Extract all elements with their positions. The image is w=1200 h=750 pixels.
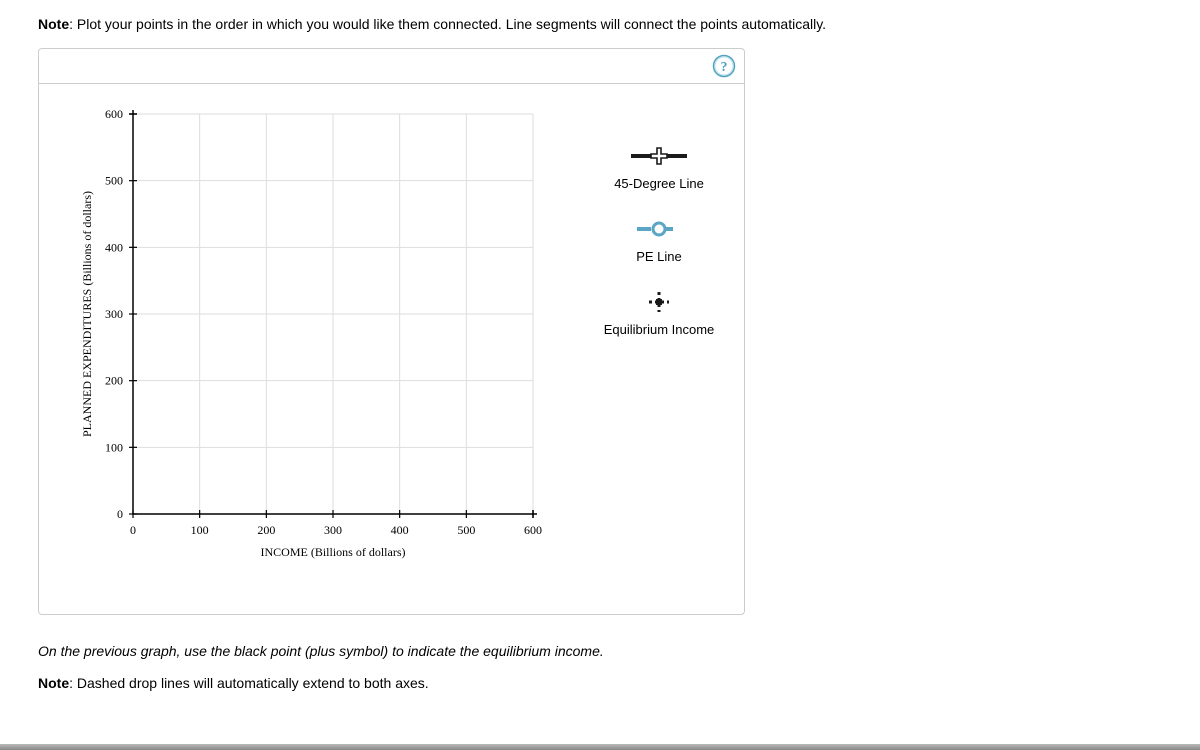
legend: 45-Degree Line PE Line Equilibrium Income — [579, 144, 739, 363]
instruction-text: On the previous graph, use the black poi… — [38, 643, 1162, 659]
chart-svg[interactable]: 0 100 200 300 400 500 600 0 100 200 300 400 500 600 IN… — [77, 104, 543, 570]
svg-text:600: 600 — [105, 107, 123, 121]
eq-icon — [627, 290, 691, 314]
panel-body: 0 100 200 300 400 500 600 0 100 200 300 400 500 600 IN… — [39, 84, 744, 614]
chart-area[interactable]: 0 100 200 300 400 500 600 0 100 200 300 400 500 600 IN… — [77, 104, 543, 573]
help-icon[interactable]: ? — [712, 54, 736, 78]
legend-item-45deg[interactable]: 45-Degree Line — [579, 144, 739, 191]
note-top-label: Note — [38, 16, 69, 32]
legend-label-pe: PE Line — [579, 249, 739, 264]
pe-icon — [627, 217, 691, 241]
svg-text:100: 100 — [191, 523, 209, 537]
note-bottom-text: : Dashed drop lines will automatically e… — [69, 675, 429, 691]
svg-text:300: 300 — [105, 307, 123, 321]
svg-text:0: 0 — [117, 507, 123, 521]
note-top-text: : Plot your points in the order in which… — [69, 16, 826, 32]
svg-text:400: 400 — [105, 240, 123, 254]
graph-panel: ? 0 100 200 300 400 500 600 0 100 200 300 400 500 600… — [38, 48, 745, 615]
svg-text:600: 600 — [524, 523, 542, 537]
svg-text:400: 400 — [391, 523, 409, 537]
y-axis-label: PLANNED EXPENDITURES (Billions of dollar… — [80, 191, 94, 437]
x-axis-label: INCOME (Billions of dollars) — [261, 545, 406, 559]
45deg-icon — [627, 144, 691, 168]
svg-text:300: 300 — [324, 523, 342, 537]
svg-text:100: 100 — [105, 440, 123, 454]
note-top: Note: Plot your points in the order in w… — [38, 16, 1162, 32]
note-bottom-label: Note — [38, 675, 69, 691]
panel-header: ? — [39, 49, 744, 84]
legend-label-eq: Equilibrium Income — [579, 322, 739, 337]
legend-item-eq[interactable]: Equilibrium Income — [579, 290, 739, 337]
note-bottom: Note: Dashed drop lines will automatical… — [38, 675, 1162, 691]
legend-label-45deg: 45-Degree Line — [579, 176, 739, 191]
svg-text:500: 500 — [457, 523, 475, 537]
svg-text:0: 0 — [130, 523, 136, 537]
svg-text:500: 500 — [105, 174, 123, 188]
svg-text:200: 200 — [105, 374, 123, 388]
footer-bar — [0, 744, 1200, 750]
legend-item-pe[interactable]: PE Line — [579, 217, 739, 264]
svg-text:200: 200 — [257, 523, 275, 537]
svg-text:?: ? — [721, 60, 728, 75]
